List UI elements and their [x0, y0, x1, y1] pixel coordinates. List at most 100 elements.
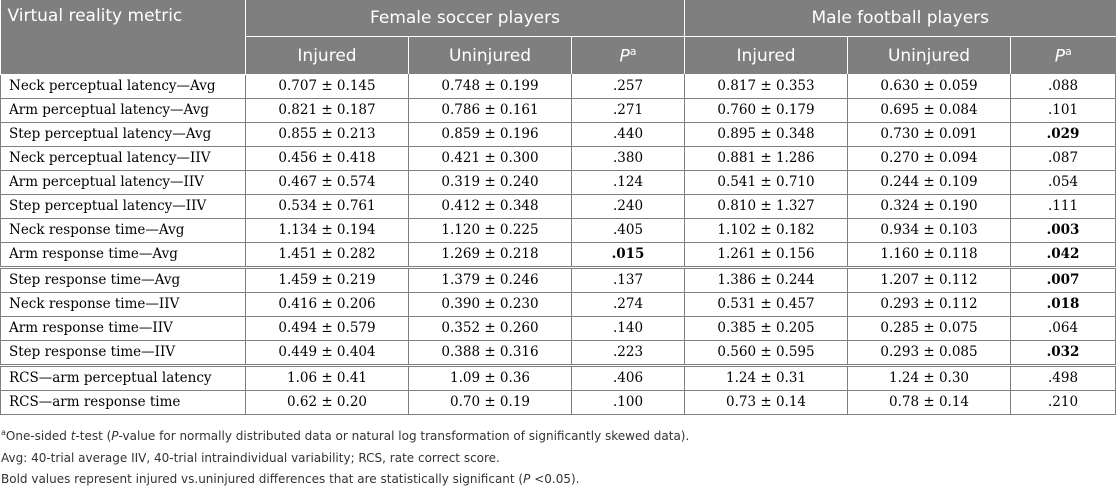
value-cell-m-un: 1.207 ± 0.112: [847, 267, 1012, 293]
metric-cell: Arm perceptual latency—IIV: [0, 170, 246, 195]
value-cell-f-inj: 0.456 ± 0.418: [245, 146, 409, 171]
value-cell-f-un: 1.120 ± 0.225: [408, 218, 572, 243]
value-cell-f-inj: 1.134 ± 0.194: [245, 218, 409, 243]
value-cell-f-un: 0.70 ± 0.19: [408, 390, 572, 415]
value-cell-m-un: 0.293 ± 0.112: [847, 292, 1012, 317]
value-cell-m-p: .007: [1010, 267, 1116, 293]
value-cell-f-un: 0.388 ± 0.316: [408, 340, 572, 367]
table-row: Arm perceptual latency—Avg 0.821 ± 0.187 0…: [0, 98, 1116, 123]
value-cell-m-p: .210: [1010, 390, 1116, 415]
value-cell-f-inj: 1.06 ± 0.41: [245, 365, 409, 391]
value-cell-f-un: 0.786 ± 0.161: [408, 98, 572, 123]
table-row: Arm response time—IIV 0.494 ± 0.579 0.352 …: [0, 316, 1116, 341]
value-cell-f-inj: 0.821 ± 0.187: [245, 98, 409, 123]
value-cell-f-p: .223: [571, 340, 686, 367]
table-row: Neck response time—Avg 1.134 ± 0.194 1.120…: [0, 218, 1116, 243]
metric-cell: Neck perceptual latency—IIV: [0, 146, 246, 171]
table-row: Step perceptual latency—IIV 0.534 ± 0.761…: [0, 194, 1116, 219]
value-cell-m-p: .064: [1010, 316, 1116, 341]
footnote-test: aOne-sided t-test (P-value for normally …: [1, 428, 690, 443]
table-row: Neck perceptual latency—Avg 0.707 ± 0.145…: [0, 74, 1116, 99]
value-cell-m-p: .498: [1010, 365, 1116, 391]
table-row: Neck perceptual latency—IIV 0.456 ± 0.418…: [0, 146, 1116, 171]
value-cell-m-inj: 0.810 ± 1.327: [684, 194, 849, 219]
value-cell-m-inj: 0.817 ± 0.353: [684, 74, 849, 99]
footnote-abbreviations: Avg: 40-trial average IIV, 40-trial intr…: [1, 450, 500, 465]
metric-cell: RCS—arm response time: [0, 390, 246, 415]
metric-cell: Step perceptual latency—Avg: [0, 122, 246, 147]
subheader-male-uninjured: Uninjured: [847, 36, 1012, 74]
value-cell-f-p: .137: [571, 267, 686, 293]
subheader-female-p: Pa: [571, 36, 686, 74]
value-cell-m-un: 0.324 ± 0.190: [847, 194, 1012, 219]
value-cell-m-un: 1.160 ± 0.118: [847, 242, 1012, 269]
value-cell-f-p: .405: [571, 218, 686, 243]
value-cell-f-un: 0.319 ± 0.240: [408, 170, 572, 195]
value-cell-f-p: .380: [571, 146, 686, 171]
metric-cell: Step perceptual latency—IIV: [0, 194, 246, 219]
value-cell-f-p: .274: [571, 292, 686, 317]
table-row: Arm response time—Avg 1.451 ± 0.282 1.269 …: [0, 242, 1116, 269]
value-cell-m-inj: 0.531 ± 0.457: [684, 292, 849, 317]
value-cell-m-p: .087: [1010, 146, 1116, 171]
value-cell-f-p: .240: [571, 194, 686, 219]
value-cell-f-p: .271: [571, 98, 686, 123]
value-cell-f-p: .100: [571, 390, 686, 415]
value-cell-m-un: 0.730 ± 0.091: [847, 122, 1012, 147]
value-cell-f-p: .406: [571, 365, 686, 391]
table-row: Step response time—Avg 1.459 ± 0.219 1.379…: [0, 267, 1116, 293]
group-header-female: Female soccer players: [245, 0, 686, 37]
value-cell-m-un: 0.285 ± 0.075: [847, 316, 1012, 341]
subheader-male-injured: Injured: [684, 36, 849, 74]
value-cell-m-p: .054: [1010, 170, 1116, 195]
value-cell-f-inj: 1.459 ± 0.219: [245, 267, 409, 293]
value-cell-m-inj: 0.760 ± 0.179: [684, 98, 849, 123]
subheader-female-uninjured: Uninjured: [408, 36, 572, 74]
metric-cell: Step response time—Avg: [0, 267, 246, 293]
value-cell-m-p: .018: [1010, 292, 1116, 317]
value-cell-m-inj: 1.386 ± 0.244: [684, 267, 849, 293]
value-cell-f-un: 0.748 ± 0.199: [408, 74, 572, 99]
value-cell-m-p: .029: [1010, 122, 1116, 147]
table-row: RCS—arm response time 0.62 ± 0.20 0.70 ± 0…: [0, 390, 1116, 415]
value-cell-f-un: 0.412 ± 0.348: [408, 194, 572, 219]
value-cell-m-p: .003: [1010, 218, 1116, 243]
value-cell-m-p: .101: [1010, 98, 1116, 123]
metric-cell: Arm perceptual latency—Avg: [0, 98, 246, 123]
value-cell-m-un: 0.695 ± 0.084: [847, 98, 1012, 123]
value-cell-f-un: 0.859 ± 0.196: [408, 122, 572, 147]
metric-cell: Neck response time—Avg: [0, 218, 246, 243]
value-cell-f-inj: 0.416 ± 0.206: [245, 292, 409, 317]
value-cell-f-p: .440: [571, 122, 686, 147]
value-cell-f-inj: 0.855 ± 0.213: [245, 122, 409, 147]
table-footnotes: aOne-sided t-test (P-value for normally …: [1, 422, 689, 491]
value-cell-f-un: 1.09 ± 0.36: [408, 365, 572, 391]
table-row: Arm perceptual latency—IIV 0.467 ± 0.574 0…: [0, 170, 1116, 195]
value-cell-m-inj: 0.895 ± 0.348: [684, 122, 849, 147]
table-row: Step perceptual latency—Avg 0.855 ± 0.213…: [0, 122, 1116, 147]
value-cell-f-inj: 0.449 ± 0.404: [245, 340, 409, 367]
value-cell-f-un: 1.379 ± 0.246: [408, 267, 572, 293]
value-cell-f-inj: 0.494 ± 0.579: [245, 316, 409, 341]
metric-cell: RCS—arm perceptual latency: [0, 365, 246, 391]
results-table: Virtual reality metric Female soccer pla…: [0, 0, 1116, 415]
metric-cell: Neck response time—IIV: [0, 292, 246, 317]
value-cell-f-p: .015: [571, 242, 686, 269]
value-cell-m-un: 0.270 ± 0.094: [847, 146, 1012, 171]
value-cell-m-un: 0.244 ± 0.109: [847, 170, 1012, 195]
table-container: Virtual reality metric Female soccer pla…: [0, 0, 1116, 415]
metric-header: Virtual reality metric: [0, 0, 246, 75]
footnote-bold: Bold values represent injured vs.uninjur…: [1, 472, 580, 486]
value-cell-m-inj: 0.560 ± 0.595: [684, 340, 849, 367]
value-cell-f-inj: 0.62 ± 0.20: [245, 390, 409, 415]
metric-cell: Neck perceptual latency—Avg: [0, 74, 246, 99]
table-body: Neck perceptual latency—Avg 0.707 ± 0.145…: [0, 74, 1116, 415]
value-cell-f-p: .140: [571, 316, 686, 341]
value-cell-m-inj: 0.541 ± 0.710: [684, 170, 849, 195]
metric-cell: Step response time—IIV: [0, 340, 246, 367]
value-cell-f-p: .124: [571, 170, 686, 195]
metric-cell: Arm response time—Avg: [0, 242, 246, 269]
value-cell-m-un: 1.24 ± 0.30: [847, 365, 1012, 391]
value-cell-m-un: 0.934 ± 0.103: [847, 218, 1012, 243]
value-cell-m-p: .111: [1010, 194, 1116, 219]
